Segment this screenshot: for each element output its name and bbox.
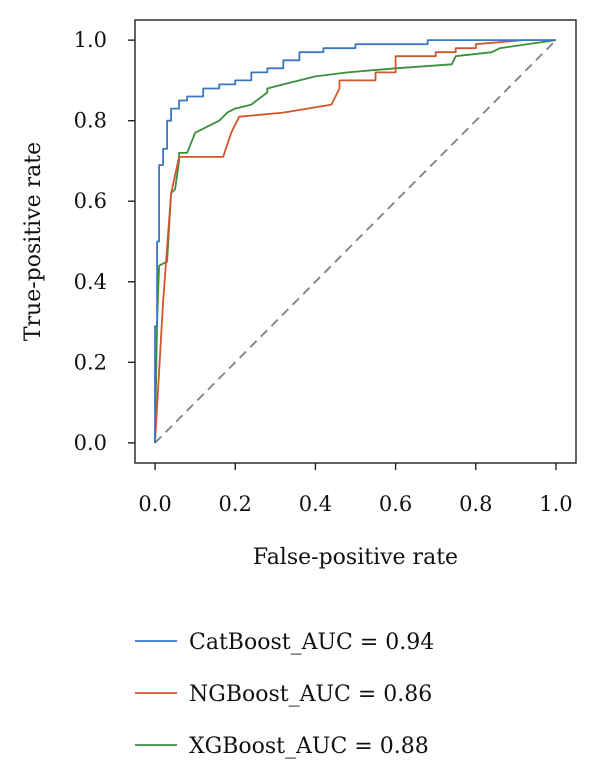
y-tick-label: 0.8: [74, 109, 107, 133]
y-axis-label: True-positive rate: [21, 142, 46, 341]
x-tick-label: 0.2: [219, 492, 252, 516]
legend-label-catboost: CatBoost_AUC = 0.94: [189, 630, 434, 655]
x-tick-label: 0.6: [379, 492, 412, 516]
x-tick-label: 1.0: [539, 492, 572, 516]
x-tick-label: 0.0: [138, 492, 171, 516]
y-tick-label: 0.0: [74, 431, 107, 455]
y-axis-ticks: 0.0 0.2 0.4 0.6 0.8 1.0: [74, 28, 135, 455]
legend-label-xgboost: XGBoost_AUC = 0.88: [189, 734, 429, 759]
series-line-catboost: [154, 39, 556, 443]
chart-marks: [154, 39, 557, 444]
reference-diagonal-line: [154, 39, 557, 444]
y-tick-label: 1.0: [74, 28, 107, 52]
x-axis-label: False-positive rate: [253, 545, 458, 570]
y-tick-label: 0.2: [74, 350, 107, 374]
y-tick-label: 0.6: [74, 189, 107, 213]
x-axis-ticks: 0.0 0.2 0.4 0.6 0.8 1.0: [138, 463, 573, 516]
series-line-xgboost: [154, 39, 557, 443]
legend: CatBoost_AUC = 0.94 NGBoost_AUC = 0.86 XGB…: [135, 630, 434, 759]
x-tick-label: 0.8: [459, 492, 492, 516]
x-tick-label: 0.4: [299, 492, 332, 516]
legend-label-ngboost: NGBoost_AUC = 0.86: [189, 682, 432, 707]
y-tick-label: 0.4: [74, 270, 107, 294]
series-line-ngboost: [154, 39, 556, 443]
plot-frame: [134, 19, 577, 464]
